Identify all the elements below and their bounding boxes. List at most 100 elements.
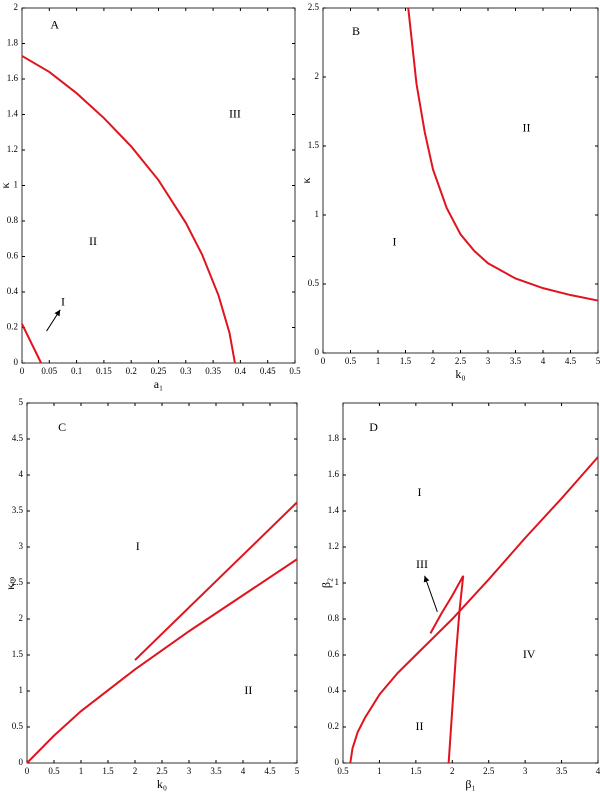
x-tick-label: 1 <box>377 766 382 776</box>
curve <box>21 323 43 364</box>
y-tick-label: 1.5 <box>308 140 320 150</box>
region-label: I <box>61 294 65 308</box>
x-tick-label: 0.25 <box>151 366 167 376</box>
y-tick-label: 1.2 <box>328 541 339 551</box>
plot-frame <box>342 402 599 764</box>
panel-label: C <box>58 420 66 434</box>
x-axis-label: a₁ <box>154 377 164 391</box>
region-label: II <box>89 234 97 248</box>
x-tick-label: 2 <box>450 766 455 776</box>
y-axis-label: κ <box>0 182 12 188</box>
x-tick-label: 3.5 <box>510 356 522 366</box>
x-tick-label: 3 <box>187 766 192 776</box>
x-tick-label: 4.5 <box>264 766 276 776</box>
region-label: I <box>393 234 397 248</box>
y-tick-label: 1 <box>315 209 320 219</box>
x-tick-label: 0 <box>25 766 30 776</box>
x-tick-label: 0 <box>321 356 326 366</box>
x-tick-label: 0.2 <box>126 366 137 376</box>
y-tick-label: 0 <box>19 757 24 767</box>
curve <box>407 7 599 302</box>
panel-label: D <box>369 420 378 434</box>
y-tick-label: 1.5 <box>12 649 24 659</box>
x-tick-label: 3 <box>486 356 491 366</box>
y-tick-label: 1 <box>14 180 19 190</box>
plot-frame <box>21 7 296 364</box>
x-tick-label: 5 <box>596 356 600 366</box>
y-tick-label: 0.2 <box>328 721 339 731</box>
y-tick-label: 0 <box>335 757 340 767</box>
x-tick-label: 2.5 <box>483 766 495 776</box>
x-tick-label: 2 <box>133 766 138 776</box>
y-tick-label: 0 <box>315 347 320 357</box>
x-tick-label: 3 <box>523 766 528 776</box>
y-tick-label: 3.5 <box>12 505 24 515</box>
plot-frame <box>322 7 599 354</box>
x-axis-label: k₀ <box>157 777 167 791</box>
curve <box>26 558 298 764</box>
x-axis-label: β₁ <box>465 777 475 791</box>
y-tick-label: 1.2 <box>7 144 18 154</box>
region-label: II <box>523 121 531 135</box>
arrow <box>423 575 438 612</box>
y-tick-label: 2 <box>14 2 19 12</box>
y-axis-label: β₂ <box>319 578 333 588</box>
curve <box>134 501 298 661</box>
y-tick-label: 1.8 <box>7 38 19 48</box>
plot-frame <box>26 402 298 764</box>
y-tick-label: 0 <box>14 357 19 367</box>
y-axis-label: κₘ <box>3 576 17 590</box>
x-tick-label: 1 <box>376 356 381 366</box>
y-tick-label: 1.6 <box>7 73 19 83</box>
y-tick-label: 0.4 <box>7 286 19 296</box>
panel-label: B <box>352 24 360 38</box>
y-tick-label: 0.6 <box>328 649 340 659</box>
x-tick-label: 0 <box>20 366 25 376</box>
y-tick-label: 0.8 <box>7 215 19 225</box>
y-tick-label: 0.6 <box>7 251 19 261</box>
x-tick-label: 1.5 <box>400 356 412 366</box>
x-tick-label: 4.5 <box>565 356 577 366</box>
x-tick-label: 4 <box>596 766 600 776</box>
x-tick-label: 0.1 <box>71 366 82 376</box>
x-tick-label: 0.05 <box>41 366 57 376</box>
x-tick-label: 0.5 <box>337 766 349 776</box>
y-tick-label: 0.4 <box>328 685 340 695</box>
y-tick-label: 0.8 <box>328 613 340 623</box>
y-tick-label: 0.2 <box>7 322 18 332</box>
y-tick-label: 2.5 <box>308 2 320 12</box>
y-tick-label: 2 <box>315 71 320 81</box>
x-tick-label: 1.5 <box>410 766 422 776</box>
x-tick-label: 0.3 <box>180 366 192 376</box>
x-tick-label: 0.5 <box>289 366 301 376</box>
x-tick-label: 0.45 <box>260 366 276 376</box>
y-tick-label: 1 <box>335 577 340 587</box>
region-label: III <box>229 106 241 120</box>
x-tick-label: 2.5 <box>156 766 168 776</box>
x-tick-label: 0.5 <box>48 766 60 776</box>
x-tick-label: 4 <box>241 766 246 776</box>
region-label: II <box>416 719 424 733</box>
region-label: II <box>244 683 252 697</box>
y-tick-label: 0.5 <box>308 278 320 288</box>
panel-label: A <box>50 18 59 32</box>
y-axis-label: κ <box>299 177 313 183</box>
y-tick-label: 1.4 <box>328 505 340 515</box>
x-tick-label: 3.5 <box>210 766 222 776</box>
y-tick-label: 1 <box>19 685 24 695</box>
y-tick-label: 2.5 <box>12 577 24 587</box>
x-tick-label: 2 <box>431 356 436 366</box>
curve <box>349 456 599 764</box>
x-tick-label: 1 <box>79 766 84 776</box>
x-tick-label: 3.5 <box>556 766 568 776</box>
y-tick-label: 1.8 <box>328 433 340 443</box>
y-tick-label: 5 <box>19 397 24 407</box>
x-tick-label: 0.15 <box>96 366 112 376</box>
x-tick-label: 1.5 <box>102 766 114 776</box>
y-tick-label: 1.6 <box>328 469 340 479</box>
y-tick-label: 1.4 <box>7 109 19 119</box>
y-tick-label: 2 <box>19 613 24 623</box>
region-label: I <box>136 539 140 553</box>
curve <box>21 55 236 364</box>
